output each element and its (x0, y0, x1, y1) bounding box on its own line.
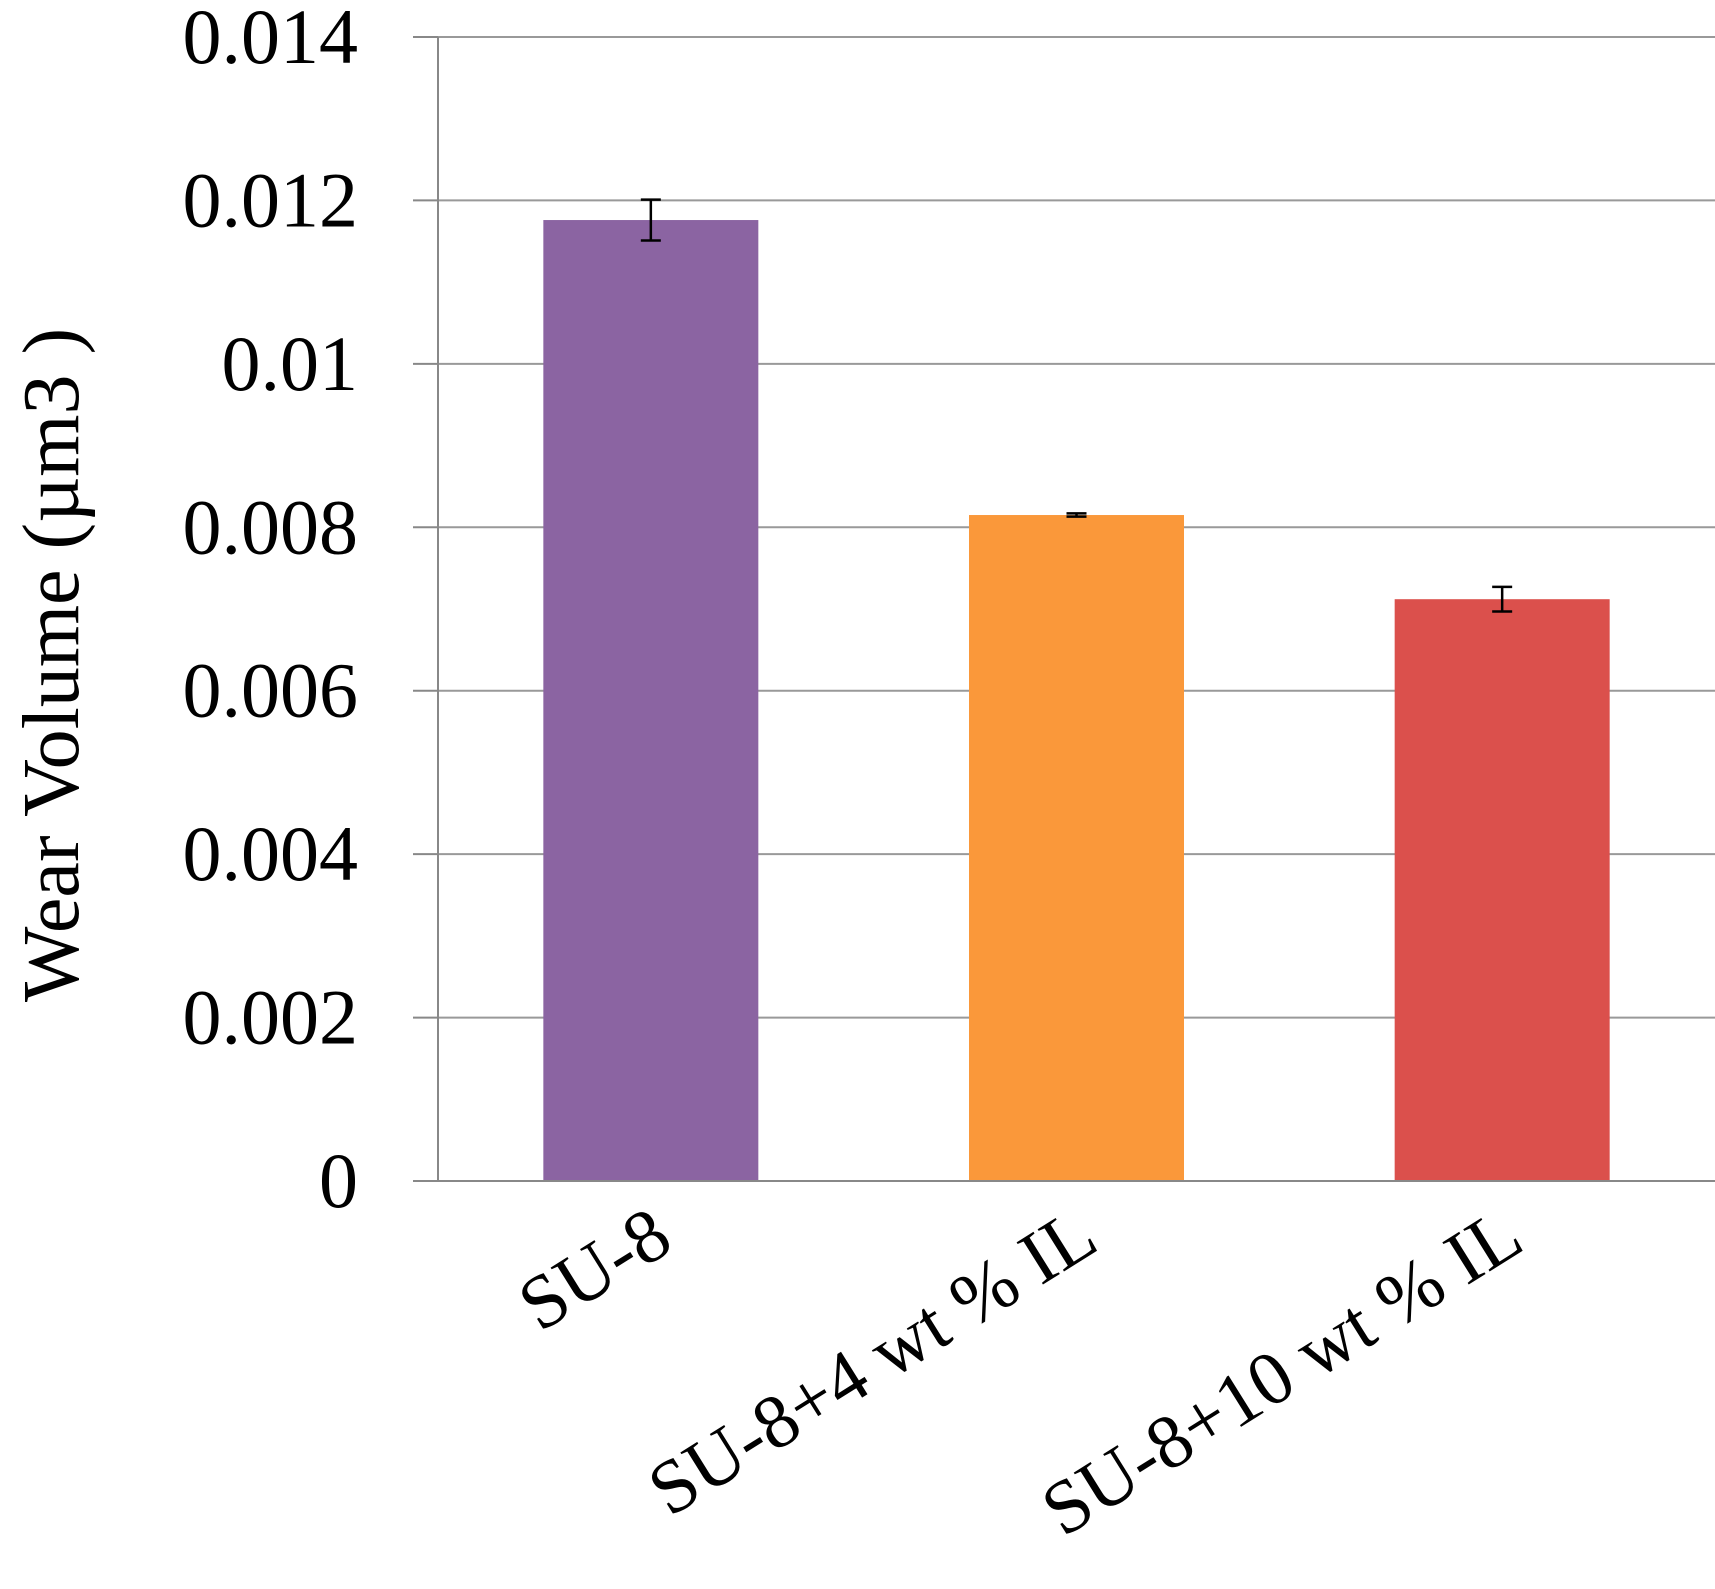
bars (543, 220, 1610, 1182)
y-tick-label: 0.01 (222, 320, 359, 407)
y-tick-label: 0.004 (183, 810, 359, 897)
bar (543, 220, 759, 1182)
bar (969, 515, 1184, 1181)
y-tick-label: 0.014 (183, 0, 359, 80)
y-tick-label: 0 (319, 1137, 358, 1224)
x-category-label: SU-8+10 wt % IL (1027, 1191, 1536, 1552)
error-bars (640, 198, 1513, 613)
y-tick-labels: 0 0.002 0.004 0.006 0.008 0.01 0.012 0.014 (183, 0, 359, 1224)
y-tick-label: 0.012 (183, 156, 359, 243)
y-tick-label: 0.006 (183, 647, 359, 734)
y-tick-label: 0.008 (183, 483, 359, 570)
bar (1394, 599, 1610, 1181)
x-category-label: SU-8 (504, 1191, 685, 1347)
axes (413, 36, 1715, 1182)
y-tick-label: 0.002 (183, 974, 359, 1061)
y-axis-title: Wear Volume (µm3 ) (8, 328, 96, 1002)
